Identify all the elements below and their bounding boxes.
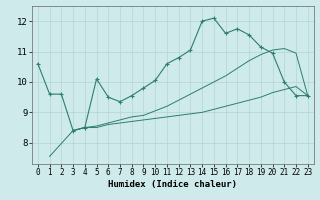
X-axis label: Humidex (Indice chaleur): Humidex (Indice chaleur) xyxy=(108,180,237,189)
